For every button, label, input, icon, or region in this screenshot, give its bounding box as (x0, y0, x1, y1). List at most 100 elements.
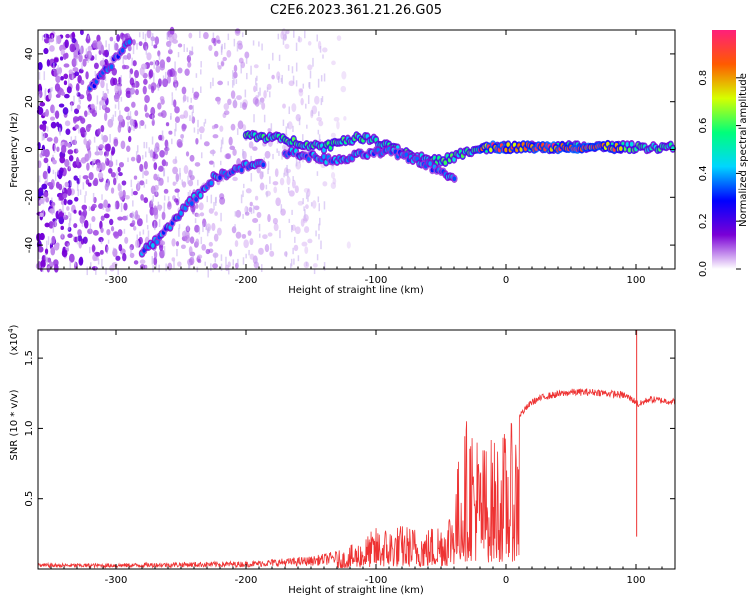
noise-streak (200, 69, 202, 75)
noise-speck (272, 217, 278, 225)
noise-streak (89, 52, 91, 62)
noise-speck (291, 179, 296, 189)
noise-speck (67, 149, 74, 155)
noise-speck (164, 148, 169, 156)
noise-streak (56, 67, 59, 74)
noise-speck (291, 103, 297, 113)
noise-speck (46, 137, 53, 142)
noise-streak (259, 233, 261, 238)
noise-speck (73, 49, 79, 58)
noise-speck (267, 214, 271, 223)
noise-streak (146, 214, 148, 223)
noise-speck (84, 110, 88, 117)
noise-speck (330, 132, 336, 138)
noise-streak (136, 42, 138, 50)
noise-streak (286, 164, 288, 173)
noise-speck (235, 209, 242, 218)
noise-streak (53, 204, 55, 214)
noise-speck (249, 238, 254, 246)
noise-speck (99, 220, 103, 230)
noise-speck (212, 263, 218, 269)
noise-streak (145, 46, 148, 55)
noise-speck (146, 29, 152, 39)
noise-speck (294, 226, 301, 235)
noise-speck (148, 69, 154, 79)
noise-speck (98, 144, 104, 150)
track-core (109, 64, 114, 70)
noise-speck (87, 182, 92, 187)
noise-streak (261, 43, 263, 51)
noise-speck (100, 215, 105, 221)
noise-streak (320, 75, 323, 82)
noise-streak (306, 124, 308, 129)
noise-speck (39, 212, 44, 218)
track-core (120, 47, 125, 53)
noise-speck (131, 101, 136, 108)
noise-speck (106, 228, 111, 236)
noise-streak (227, 33, 230, 41)
noise-speck (153, 162, 158, 171)
noise-speck (74, 108, 80, 115)
x-tick-label: -200 (235, 575, 258, 586)
noise-speck (304, 204, 309, 210)
noise-streak (220, 139, 223, 149)
noise-streak (130, 90, 132, 98)
x-tick-label: -200 (235, 275, 258, 286)
noise-speck (55, 181, 60, 189)
noise-speck (83, 219, 89, 229)
noise-streak (269, 176, 271, 184)
track-core (404, 152, 409, 158)
noise-speck (213, 233, 219, 242)
noise-speck (53, 69, 58, 78)
noise-speck (125, 90, 132, 99)
noise-speck (253, 64, 259, 69)
noise-streak (46, 256, 49, 266)
track-core (190, 201, 194, 206)
noise-streak (82, 182, 85, 190)
noise-speck (50, 121, 57, 129)
noise-speck (159, 150, 165, 158)
noise-speck (134, 110, 139, 117)
noise-streak (165, 263, 167, 272)
noise-speck (164, 139, 169, 148)
noise-streak (106, 83, 108, 91)
noise-streak (292, 125, 294, 132)
noise-speck (73, 209, 77, 214)
noise-speck (226, 50, 232, 58)
noise-speck (174, 106, 180, 114)
noise-streak (321, 96, 324, 103)
noise-speck (247, 230, 252, 236)
noise-speck (96, 162, 101, 169)
noise-speck (74, 71, 80, 77)
noise-streak (258, 41, 260, 47)
noise-speck (233, 64, 238, 73)
noise-speck (39, 124, 44, 130)
noise-streak (318, 134, 321, 142)
noise-streak (298, 35, 300, 42)
noise-speck (237, 120, 244, 130)
noise-speck (76, 43, 80, 52)
noise-speck (103, 92, 108, 100)
noise-speck (100, 124, 105, 133)
noise-speck (131, 219, 136, 226)
noise-streak (77, 189, 80, 197)
noise-speck (127, 45, 132, 52)
noise-speck (104, 143, 111, 152)
noise-speck (149, 113, 155, 120)
noise-speck (98, 150, 104, 156)
noise-streak (173, 260, 175, 269)
noise-speck (82, 209, 88, 218)
noise-speck (109, 36, 114, 42)
noise-streak (171, 138, 173, 145)
noise-speck (130, 156, 136, 162)
noise-streak (101, 258, 103, 268)
noise-speck (45, 109, 49, 117)
noise-speck (184, 68, 190, 76)
noise-speck (91, 244, 96, 253)
noise-streak (144, 64, 147, 70)
noise-streak (291, 209, 293, 215)
noise-streak (46, 174, 49, 182)
noise-speck (285, 29, 290, 35)
noise-streak (206, 195, 209, 203)
noise-speck (40, 259, 46, 268)
